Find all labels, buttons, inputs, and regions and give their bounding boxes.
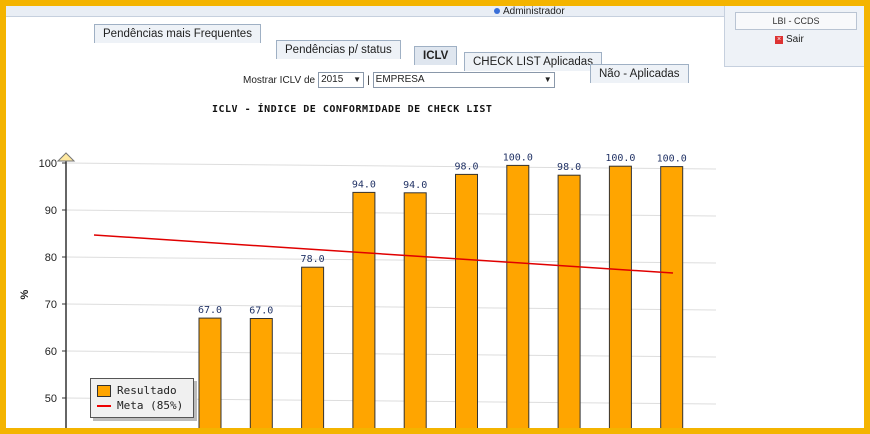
y-axis: 50 60 70 80 90 100% (19, 152, 76, 428)
legend-swatch-meta (97, 404, 111, 407)
y-tick-label: 70 (45, 299, 57, 311)
bar-labels: 67.0 67.0 78.0 94.0 94.0 98.0 100.0 98.0 100.0 10… (198, 152, 687, 316)
user-info: Administrador (494, 6, 565, 17)
legend-label-meta: Meta (85%) (117, 399, 184, 412)
org-name: LBI - CCDS (735, 12, 857, 30)
bar-value-label: 98.0 (454, 161, 478, 172)
axis-arrow-icon (56, 152, 76, 162)
chevron-down-icon: ▼ (353, 75, 362, 84)
grid-line (65, 162, 717, 170)
bar (455, 173, 478, 428)
y-tick-label: 50 (45, 393, 57, 405)
legend-item-meta: Meta (85%) (97, 399, 183, 412)
tab-pendencias-frequentes[interactable]: Pendências mais Frequentes (94, 24, 261, 43)
filter-label: Mostrar ICLV de (243, 74, 316, 86)
bar (249, 318, 273, 428)
year-value: 2015 (321, 74, 344, 85)
bar-value-label: 100.0 (605, 153, 635, 164)
tab-pendencias-status[interactable]: Pendências p/ status (276, 40, 401, 59)
bar-value-label: 98.0 (557, 162, 581, 173)
bar-value-label: 94.0 (403, 180, 427, 191)
user-icon (494, 8, 500, 14)
bar-value-label: 67.0 (198, 305, 222, 316)
tab-nao-aplicadas[interactable]: Não - Aplicadas (590, 64, 689, 83)
grid (65, 162, 717, 405)
account-panel: LBI - CCDS × Sair (724, 6, 864, 67)
bar-value-label: 100.0 (657, 154, 687, 165)
legend-swatch-resultado (97, 384, 111, 397)
bar-value-label: 67.0 (249, 306, 273, 317)
chart-title: ICLV - ÍNDICE DE CONFORMIDADE DE CHECK L… (212, 104, 493, 115)
y-tick-label: 60 (45, 346, 57, 358)
chevron-down-icon: ▼ (543, 75, 552, 84)
bars (198, 164, 684, 428)
chart-legend: Resultado Meta (85%) (90, 378, 194, 418)
iclv-chart: 50 60 70 80 90 100% 67.0 67.0 78.0 94.0 94.0 98.0 1… (19, 152, 717, 428)
bar (557, 174, 581, 428)
year-select[interactable]: 2015 ▼ (318, 72, 365, 88)
y-tick-label: 100 (39, 158, 57, 170)
meta-line-path (93, 234, 674, 274)
bar (660, 166, 684, 428)
logout-icon: × (775, 35, 783, 44)
user-name: Administrador (503, 6, 565, 17)
y-tick-label: 80 (45, 252, 57, 264)
legend-item-resultado: Resultado (97, 384, 177, 397)
grid-line (65, 209, 717, 217)
tab-iclv[interactable]: ICLV (414, 46, 458, 65)
logout-label: Sair (786, 34, 804, 45)
grid-line (65, 256, 717, 264)
header: Administrador LBI - CCDS × Sair Pendênci… (6, 6, 864, 98)
bar (352, 191, 376, 428)
separator: | (367, 74, 370, 86)
meta-line (93, 234, 674, 274)
grid-line (65, 303, 717, 311)
bar-value-label: 94.0 (352, 179, 376, 190)
bar (403, 192, 427, 428)
company-select[interactable]: EMPRESA ▼ (372, 72, 555, 88)
y-tick-label: 90 (45, 205, 57, 217)
y-axis-label: % (19, 289, 31, 299)
bar (506, 164, 530, 428)
bar (301, 266, 325, 428)
logout-link[interactable]: × Sair (775, 34, 804, 45)
legend-label-resultado: Resultado (117, 384, 177, 397)
grid-line (65, 350, 717, 358)
bar (608, 165, 632, 428)
bar-value-label: 100.0 (503, 152, 533, 163)
header-strip (6, 6, 864, 17)
tab-checklist-aplicadas[interactable]: CHECK LIST Aplicadas (464, 52, 602, 71)
company-value: EMPRESA (375, 74, 425, 85)
bar (198, 317, 222, 428)
bar-value-label: 78.0 (301, 254, 325, 265)
filter-bar: Mostrar ICLV de 2015 ▼ | EMPRESA ▼ (243, 72, 555, 88)
app-window: Administrador LBI - CCDS × Sair Pendênci… (6, 6, 864, 428)
